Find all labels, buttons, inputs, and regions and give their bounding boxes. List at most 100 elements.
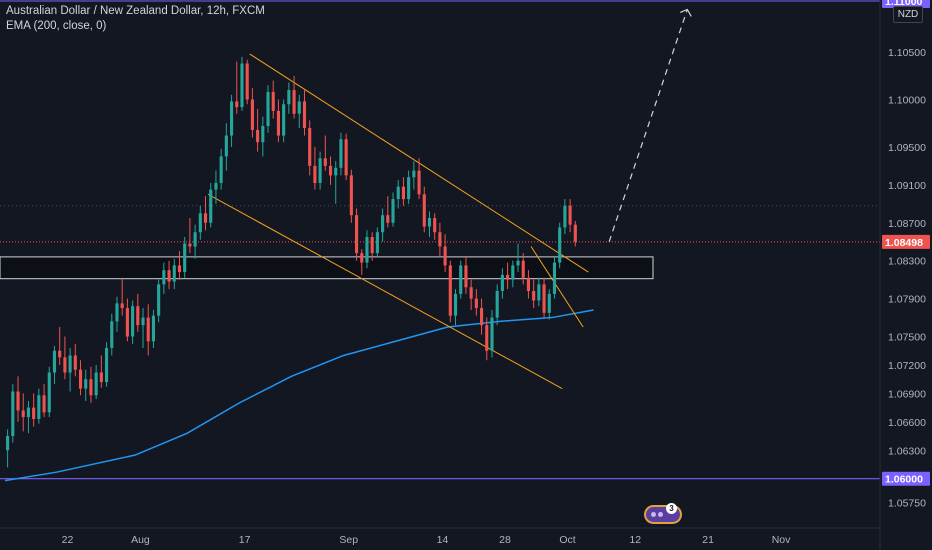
candle-body[interactable] <box>521 260 525 278</box>
candle-body[interactable] <box>500 274 504 292</box>
candle-body[interactable] <box>344 139 348 176</box>
candle-body[interactable] <box>355 215 359 254</box>
candle-body[interactable] <box>115 303 119 322</box>
candle-body[interactable] <box>573 224 577 242</box>
candle-body[interactable] <box>412 170 416 178</box>
candle-body[interactable] <box>203 213 208 223</box>
ema-200-line[interactable] <box>4 309 594 482</box>
candle-body[interactable] <box>334 167 338 176</box>
candle-body[interactable] <box>105 347 109 383</box>
candle-body[interactable] <box>386 215 390 223</box>
candle-body[interactable] <box>495 291 499 318</box>
candle-body[interactable] <box>459 265 463 294</box>
candle-body[interactable] <box>552 262 557 294</box>
candle-body[interactable] <box>448 265 452 316</box>
candle-body[interactable] <box>110 321 114 348</box>
candle-body[interactable] <box>391 199 395 223</box>
candle-body[interactable] <box>6 436 10 451</box>
candle-body[interactable] <box>297 101 301 114</box>
candle-body[interactable] <box>250 99 254 130</box>
candle-body[interactable] <box>433 218 437 233</box>
candle-body[interactable] <box>94 372 98 396</box>
candle-body[interactable] <box>313 165 317 183</box>
candle-body[interactable] <box>396 186 400 200</box>
candle-body[interactable] <box>422 194 426 227</box>
channel-inner-line[interactable] <box>530 246 584 328</box>
events-badge[interactable]: 3 <box>644 503 682 524</box>
candle-body[interactable] <box>302 101 307 128</box>
candle-body[interactable] <box>73 355 77 370</box>
candle-body[interactable] <box>381 215 385 233</box>
candle-body[interactable] <box>563 205 567 228</box>
candle-body[interactable] <box>568 205 572 225</box>
candle-body[interactable] <box>141 317 145 326</box>
candle-body[interactable] <box>443 246 447 266</box>
candle-body[interactable] <box>318 158 322 183</box>
candle-body[interactable] <box>63 357 67 373</box>
candle-body[interactable] <box>32 407 36 419</box>
projection-dashed-line[interactable] <box>608 9 688 242</box>
candle-body[interactable] <box>157 284 161 316</box>
candle-body[interactable] <box>146 317 150 342</box>
candle-body[interactable] <box>214 182 218 190</box>
candle-body[interactable] <box>89 379 93 396</box>
candle-body[interactable] <box>162 270 166 285</box>
candle-body[interactable] <box>526 277 530 292</box>
currency-selector[interactable]: NZD <box>893 6 923 23</box>
candle-body[interactable] <box>427 218 432 227</box>
candle-body[interactable] <box>245 63 249 100</box>
candle-body[interactable] <box>438 232 442 247</box>
candle-body[interactable] <box>323 158 327 166</box>
candle-body[interactable] <box>365 236 369 263</box>
candle-body[interactable] <box>230 101 234 136</box>
candle-body[interactable] <box>193 232 197 247</box>
candle-body[interactable] <box>547 293 551 313</box>
candle-body[interactable] <box>276 110 280 136</box>
candle-body[interactable] <box>328 165 333 176</box>
candle-body[interactable] <box>47 372 51 413</box>
candle-body[interactable] <box>532 291 536 301</box>
candle-body[interactable] <box>542 284 546 313</box>
candle-body[interactable] <box>209 189 213 223</box>
candle-body[interactable] <box>167 270 171 282</box>
candle-body[interactable] <box>151 315 155 342</box>
candle-body[interactable] <box>417 170 421 195</box>
candle-body[interactable] <box>516 260 520 266</box>
candle-body[interactable] <box>188 243 192 247</box>
candle-body[interactable] <box>136 306 140 326</box>
candle-body[interactable] <box>308 127 312 166</box>
candle-body[interactable] <box>21 410 25 418</box>
candle-body[interactable] <box>474 298 478 309</box>
candle-body[interactable] <box>490 317 494 351</box>
candle-body[interactable] <box>370 236 374 254</box>
candle-body[interactable] <box>485 325 489 351</box>
candle-body[interactable] <box>256 129 260 143</box>
candle-body[interactable] <box>78 369 83 389</box>
candle-body[interactable] <box>26 407 30 418</box>
candle-body[interactable] <box>558 227 562 263</box>
candle-body[interactable] <box>235 101 239 108</box>
candle-body[interactable] <box>52 350 57 373</box>
candle-body[interactable] <box>68 355 72 373</box>
channel-lower-line[interactable] <box>207 193 563 390</box>
candle-body[interactable] <box>42 395 46 413</box>
candle-body[interactable] <box>407 177 411 200</box>
candle-body[interactable] <box>99 372 103 383</box>
candle-body[interactable] <box>349 175 353 216</box>
candle-body[interactable] <box>125 308 129 337</box>
candle-body[interactable] <box>172 265 176 282</box>
candle-body[interactable] <box>58 350 62 358</box>
candle-body[interactable] <box>131 306 135 337</box>
candle-body[interactable] <box>224 135 228 157</box>
candle-body[interactable] <box>11 391 15 437</box>
candle-body[interactable] <box>506 274 510 280</box>
candle-body[interactable] <box>219 156 223 183</box>
candle-body[interactable] <box>37 395 41 419</box>
candle-body[interactable] <box>120 303 124 309</box>
candle-body[interactable] <box>16 391 20 411</box>
candle-body[interactable] <box>271 91 275 111</box>
candle-body[interactable] <box>183 243 187 273</box>
candle-body[interactable] <box>177 265 182 273</box>
